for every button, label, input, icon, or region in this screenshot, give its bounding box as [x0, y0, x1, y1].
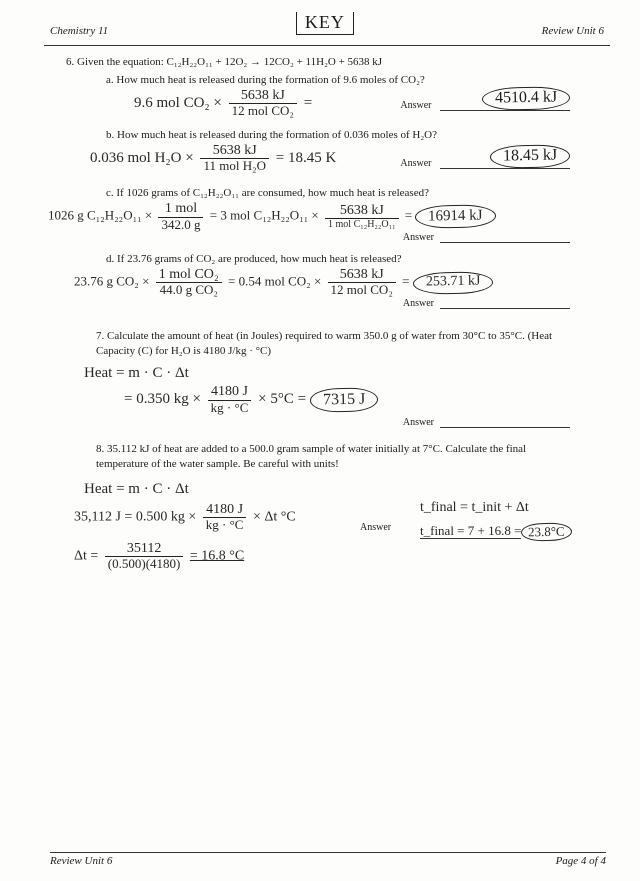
q8-side1: t_final = t_init + Δt — [420, 500, 610, 517]
q7-answer-row: Answer — [44, 417, 610, 428]
q7-answer: 7315 J — [310, 387, 379, 412]
q7-work1: Heat = m · C · Δt — [84, 364, 610, 382]
header-rule — [44, 45, 610, 46]
page-footer: Review Unit 6 Page 4 of 4 — [50, 852, 606, 867]
q6a-answer-row: Answer 4510.4 kJ — [44, 87, 610, 111]
q8-work1: Heat = m · C · Δt — [84, 480, 610, 498]
q8-prompt: 8. 35.112 kJ of heat are added to a 500.… — [96, 442, 580, 472]
worksheet-page: Chemistry 11 KEY Review Unit 6 6. Given … — [0, 0, 640, 881]
q8-answer: 23.8°C — [521, 522, 572, 540]
footer-right: Page 4 of 4 — [556, 855, 606, 867]
q7-prompt: 7. Calculate the amount of heat (in Joul… — [96, 329, 580, 359]
header-key-stamp: KEY — [296, 12, 354, 35]
q6c-prompt: c. If 1026 grams of C₁₂H₂₂O₁₁ are consum… — [106, 187, 610, 199]
q6d-answer: 253.71 kJ — [413, 271, 494, 294]
header-right: Review Unit 6 — [542, 25, 604, 37]
q6d-work: 23.76 g CO₂ × 1 mol CO₂44.0 g CO₂ = 0.54… — [74, 267, 610, 298]
q6a-prompt: a. How much heat is released during the … — [106, 74, 610, 86]
q6c-answer: 16914 kJ — [415, 205, 496, 229]
page-header: Chemistry 11 KEY Review Unit 6 — [44, 18, 610, 41]
footer-left: Review Unit 6 — [50, 855, 112, 867]
q6b-answer: 18.45 kJ — [490, 145, 571, 169]
q6b-prompt: b. How much heat is released during the … — [106, 129, 610, 141]
q6c-work: 1026 g C₁₂H₂₂O₁₁ × 1 mol342.0 g = 3 mol … — [48, 201, 610, 232]
q6d-prompt: d. If 23.76 grams of CO₂ are produced, h… — [106, 253, 610, 265]
q6a-answer: 4510.4 kJ — [482, 86, 571, 111]
q6-prompt: 6. Given the equation: C₁₂H₂₂O₁₁ + 12O₂ … — [66, 56, 610, 68]
q8-work3: Δt = 35112(0.500)(4180) = 16.8 °C — [74, 541, 420, 572]
header-left: Chemistry 11 — [50, 25, 108, 37]
q6c-answer-row: Answer — [44, 232, 610, 243]
q6d-answer-row: Answer — [44, 298, 610, 309]
q7-work2: = 0.350 kg × 4180 Jkg · °C × 5°C = 7315 … — [124, 384, 610, 415]
